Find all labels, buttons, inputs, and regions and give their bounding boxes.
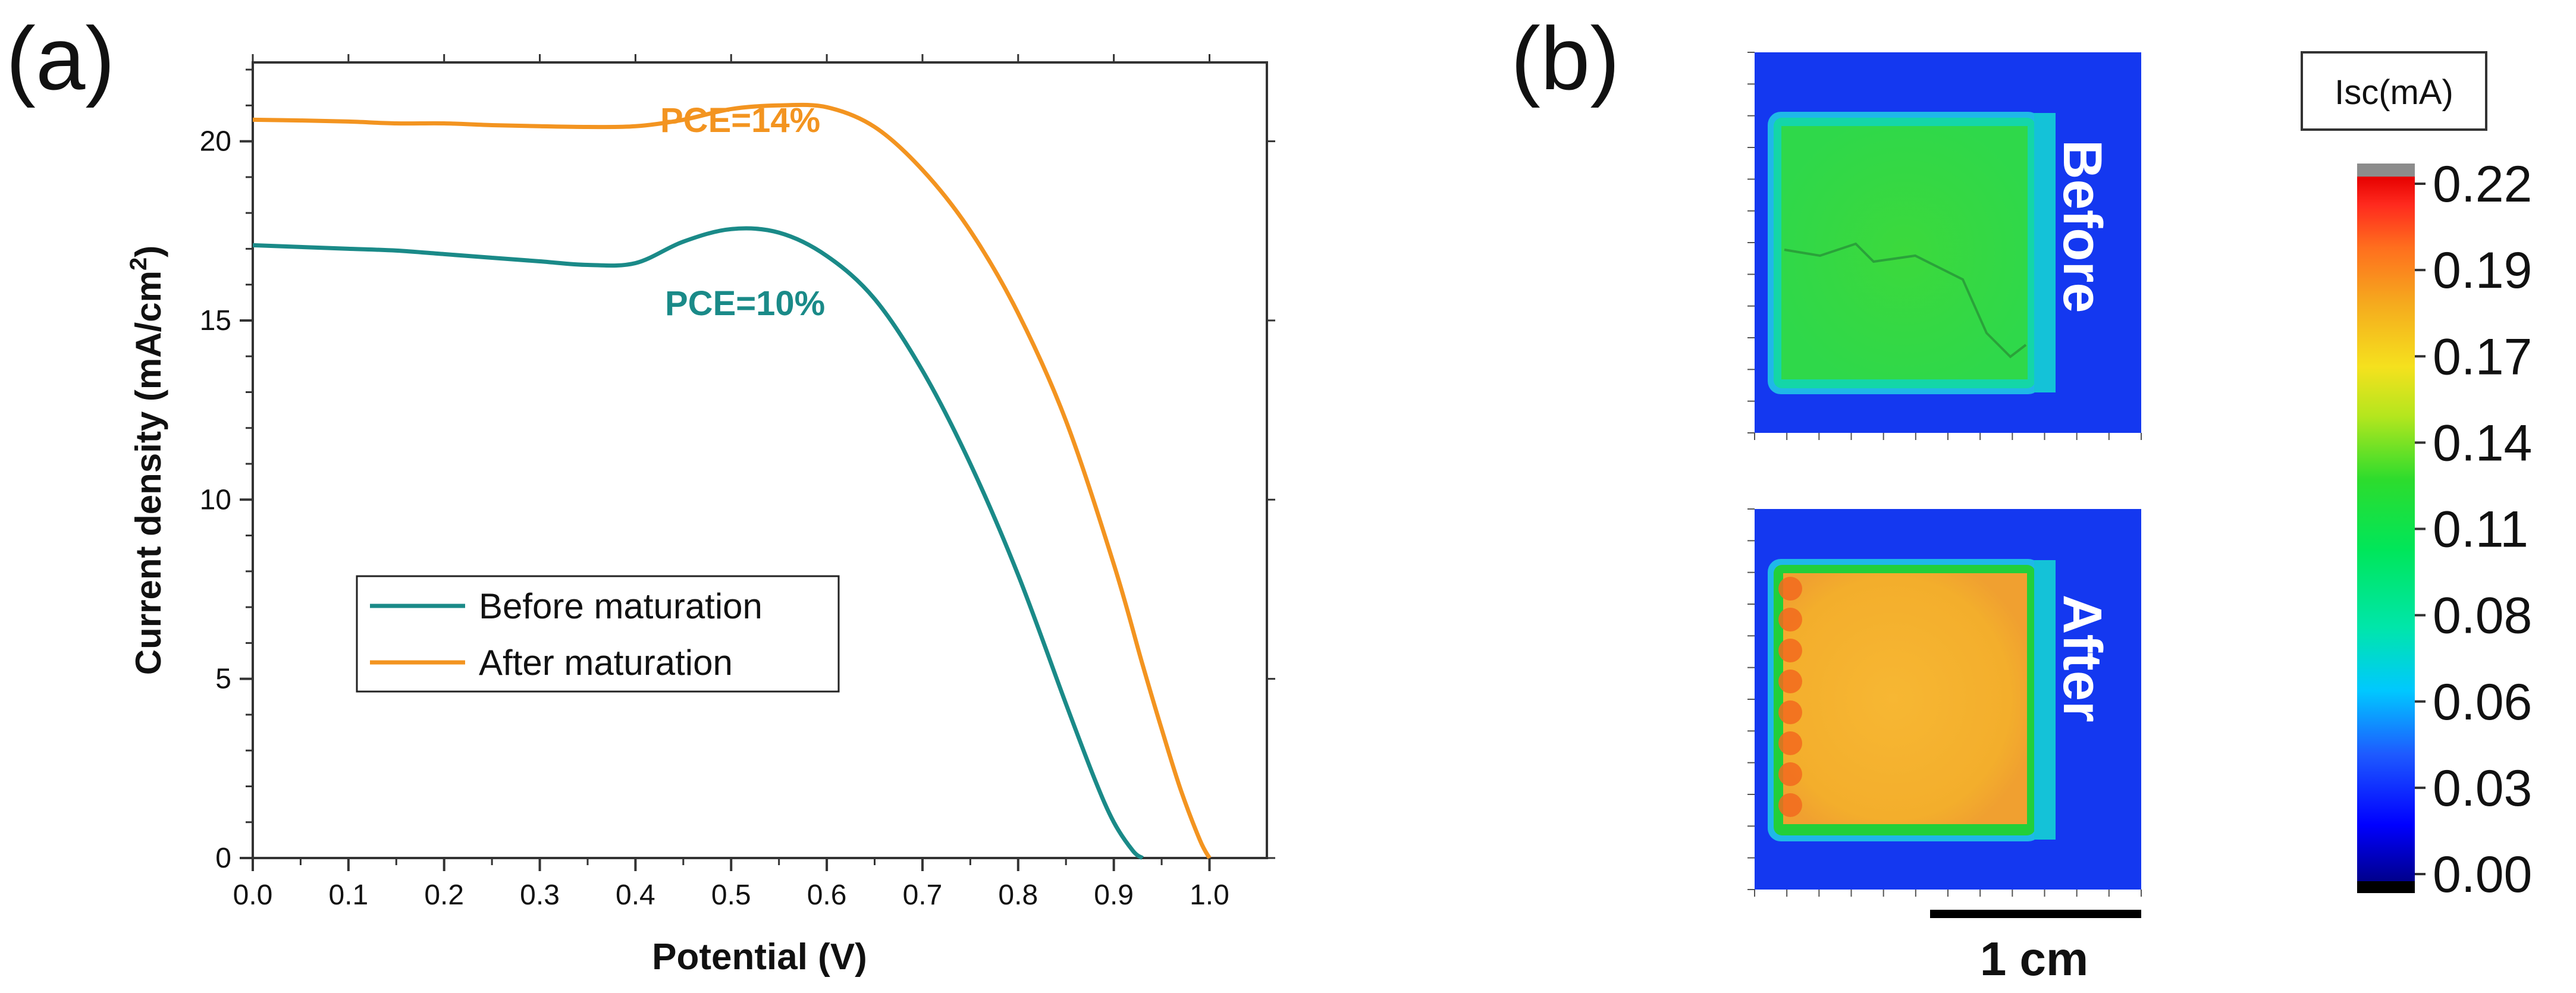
x-tick-label: 0.8: [998, 879, 1038, 911]
colorbar-tick-label: 0.03: [2433, 760, 2532, 817]
x-tick-label: 0.1: [328, 879, 368, 911]
map-before-label: Before: [2052, 140, 2113, 313]
hot-spot: [1778, 670, 1802, 693]
colorbar-title: Isc(mA): [2335, 73, 2453, 112]
colorbar-tick-label: 0.06: [2433, 674, 2532, 731]
y-tick-label: 0: [215, 843, 231, 874]
colorbar-tick-label: 0.11: [2433, 501, 2528, 558]
map-after-active-area: [1783, 573, 2027, 824]
colorbar: Isc(mA) 0.22 0.19 0.17 0.14 0.11 0.08 0.06 0.03…: [2301, 51, 2532, 903]
colorbar-tick-label: 0.08: [2433, 587, 2532, 645]
chart-a: 0.0 0.1 0.2 0.3 0.4 0.5 0.6 0.7 0.8 0.9 1.0 0 5 10 15…: [125, 54, 1275, 978]
annotation-pce-after: PCE=14%: [660, 101, 820, 140]
hot-spot: [1778, 793, 1802, 817]
colorbar-tick-label: 0.22: [2433, 156, 2532, 213]
series-curves: [252, 102, 1212, 860]
hot-spot: [1778, 700, 1802, 724]
x-tick-label: 0.9: [1094, 879, 1134, 911]
map-before-active-area: [1781, 126, 2028, 379]
plot-frame: [252, 61, 1268, 859]
scale-bar: 1 cm: [1930, 910, 2141, 985]
series-line-before-maturation: [252, 226, 1144, 860]
heatmap-after: After: [1755, 509, 2141, 890]
map-before-contour: [1784, 242, 2027, 359]
legend-label-after: After maturation: [479, 643, 733, 683]
hot-spot: [1778, 762, 1802, 786]
heatmap-before: Before: [1755, 52, 2141, 433]
x-tick-label: 0.3: [520, 879, 560, 911]
y-axis-label: Current density (mA/cm2): [125, 246, 168, 675]
map-after-edge-spots: [1778, 577, 1802, 817]
legend-label-before: Before maturation: [479, 586, 763, 626]
panel-b-label: (b): [1511, 8, 1620, 108]
x-tick-label: 0.5: [711, 879, 751, 911]
y-tick-label: 20: [200, 126, 231, 158]
hot-spot: [1778, 731, 1802, 755]
x-tick-label: 0.4: [616, 879, 655, 911]
x-tick-label: 0.2: [424, 879, 464, 911]
colorbar-tick-label: 0.19: [2433, 242, 2532, 299]
x-axis-ticks: 0.0 0.1 0.2 0.3 0.4 0.5 0.6 0.7 0.8 0.9 1.0: [233, 54, 1229, 911]
colorbar-ticks: 0.22 0.19 0.17 0.14 0.11 0.08 0.06 0.03 0.00: [2415, 156, 2532, 903]
annotation-pce-before: PCE=10%: [665, 284, 825, 323]
map-after-label: After: [2052, 595, 2113, 722]
x-tick-label: 0.6: [807, 879, 847, 911]
y-axis-ticks: 0 5 10 15 20: [200, 68, 1275, 874]
y-tick-label: 15: [200, 305, 231, 337]
y-tick-label: 5: [215, 664, 231, 695]
map-after-right-margin: [2034, 560, 2056, 840]
hot-spot: [1778, 577, 1802, 601]
x-tick-label: 0.0: [233, 879, 273, 911]
hot-spot: [1778, 608, 1802, 631]
x-tick-label: 1.0: [1190, 879, 1229, 911]
colorbar-title-box: [2301, 51, 2487, 131]
legend: Before maturation After maturation: [356, 575, 840, 693]
colorbar-tick-label: 0.14: [2433, 414, 2532, 472]
panel-a-label: (a): [6, 8, 115, 108]
series-line-after-maturation: [252, 102, 1212, 859]
y-tick-label: 10: [200, 484, 231, 516]
map-frame-ticks: [1747, 52, 2142, 897]
hot-spot: [1778, 639, 1802, 662]
colorbar-gradient-bar: [2357, 177, 2415, 881]
map-before-right-margin: [2034, 113, 2056, 392]
legend-box: [356, 575, 840, 693]
scale-bar-label: 1 cm: [1980, 932, 2088, 985]
colorbar-top-cap: [2357, 164, 2415, 177]
x-axis-label: Potential (V): [652, 937, 867, 978]
colorbar-tick-label: 0.00: [2433, 846, 2532, 903]
colorbar-tick-label: 0.17: [2433, 328, 2532, 385]
x-tick-label: 0.7: [903, 879, 943, 911]
colorbar-bottom-cap: [2357, 881, 2415, 893]
